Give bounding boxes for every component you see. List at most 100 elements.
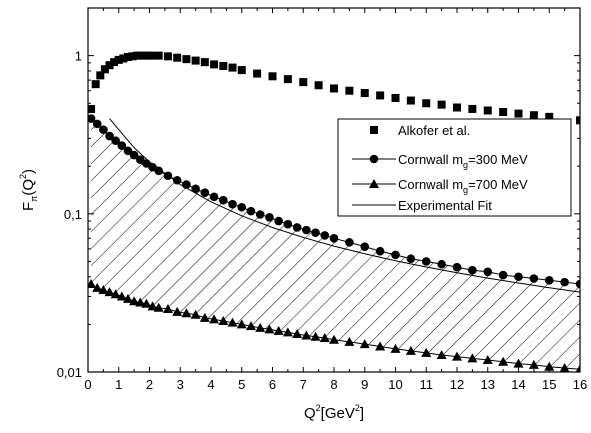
data-point-triangle <box>467 353 478 363</box>
data-point-triangle <box>528 359 539 369</box>
data-point-circle <box>329 234 339 243</box>
data-point-triangle <box>301 330 312 340</box>
data-point-circle <box>123 146 133 156</box>
data-point-circle <box>172 175 182 185</box>
data-point-circle <box>375 246 385 256</box>
data-point-triangle <box>390 343 401 353</box>
y-tick-label: 0,01 <box>57 365 82 380</box>
data-point-triangle <box>162 304 173 314</box>
data-point-triangle <box>98 284 109 294</box>
y-tick-label: 0,1 <box>64 207 82 222</box>
data-point-circle <box>92 119 102 129</box>
data-point-square <box>283 75 292 84</box>
data-point-circle <box>311 228 320 237</box>
data-point-square <box>314 81 323 90</box>
data-point-square <box>483 106 492 115</box>
data-point-triangle <box>310 331 321 341</box>
legend-label-cornwall-300: Cornwall mg=300 MeV <box>398 152 528 170</box>
x-tick-label: 9 <box>361 377 368 392</box>
data-point-circle <box>255 210 265 219</box>
data-point-circle <box>105 131 114 141</box>
data-point-square <box>330 84 338 93</box>
data-point-square <box>142 51 151 60</box>
data-point-circle <box>391 250 400 260</box>
data-point-square <box>228 63 237 72</box>
data-point-triangle <box>199 312 210 322</box>
data-point-square <box>422 99 431 108</box>
legend-circle-marker <box>369 154 379 164</box>
data-point-triangle <box>245 321 256 331</box>
data-point-triangle <box>135 297 146 307</box>
data-point-circle <box>135 155 145 164</box>
data-point-circle <box>154 166 164 176</box>
data-point-triangle <box>359 339 370 349</box>
data-point-square <box>191 56 200 65</box>
data-point-triangle <box>292 328 303 338</box>
data-point-circle <box>246 206 256 216</box>
data-point-square <box>499 108 508 117</box>
x-tick-label: 11 <box>420 377 434 392</box>
data-point-square <box>147 51 156 60</box>
data-point-square <box>576 116 580 125</box>
x-axis-title: Q2[GeV2] <box>304 403 364 422</box>
x-tick-label: 8 <box>330 377 337 392</box>
legend-label-alkofer: Alkofer et al. <box>398 123 470 138</box>
data-point-triangle <box>498 356 509 366</box>
data-point-square <box>299 78 308 87</box>
data-point-square <box>237 66 246 75</box>
data-point-circle <box>274 216 283 226</box>
data-point-triangle <box>236 319 247 329</box>
x-tick-label: 7 <box>300 377 307 392</box>
data-point-square <box>545 112 554 121</box>
data-point-triangle <box>104 287 115 297</box>
data-point-triangle <box>255 322 266 332</box>
data-point-triangle <box>282 327 293 337</box>
y-tick-label: 1 <box>75 49 82 64</box>
data-point-circle <box>560 277 569 287</box>
data-point-circle <box>283 219 293 229</box>
data-point-triangle <box>319 333 330 343</box>
data-point-triangle <box>344 336 355 346</box>
data-point-circle <box>182 180 191 189</box>
data-point-triangle <box>88 278 97 288</box>
data-point-square <box>91 80 100 89</box>
data-point-triangle <box>273 325 284 335</box>
data-point-square <box>210 60 219 69</box>
data-point-circle <box>514 272 523 282</box>
x-tick-label: 4 <box>207 377 214 392</box>
data-point-square <box>437 100 446 109</box>
data-point-triangle <box>421 347 432 357</box>
legend: Alkofer et al. Cornwall mg=300 MeV Cornw… <box>337 118 572 217</box>
data-point-square <box>154 51 163 60</box>
data-point-triangle <box>452 351 462 361</box>
data-point-square <box>137 51 146 60</box>
data-point-circle <box>191 184 200 194</box>
data-point-circle <box>406 254 416 264</box>
data-point-circle <box>421 257 431 266</box>
data-point-square <box>163 52 172 61</box>
data-point-circle <box>209 192 219 202</box>
x-tick-label: 16 <box>573 377 587 392</box>
legend-label-cornwall-700: Cornwall mg=700 MeV <box>398 177 528 195</box>
data-point-triangle <box>218 316 229 326</box>
data-point-triangle <box>436 350 447 360</box>
data-point-triangle <box>190 309 201 319</box>
data-point-circle <box>228 199 237 209</box>
data-point-circle <box>292 223 302 232</box>
data-point-square <box>391 93 400 102</box>
data-point-circle <box>142 159 151 168</box>
series-markers <box>88 51 580 372</box>
data-point-square <box>268 72 277 81</box>
data-point-square <box>345 86 354 95</box>
data-point-circle <box>200 188 210 197</box>
x-tick-label: 6 <box>269 377 276 392</box>
data-point-square <box>110 58 119 67</box>
data-point-triangle <box>405 345 416 355</box>
legend-item-cornwall-300: Cornwall mg=300 MeV <box>352 152 528 170</box>
data-point-triangle <box>122 293 133 303</box>
data-point-circle <box>302 225 311 235</box>
data-point-square <box>219 61 228 70</box>
data-point-square <box>253 69 262 78</box>
